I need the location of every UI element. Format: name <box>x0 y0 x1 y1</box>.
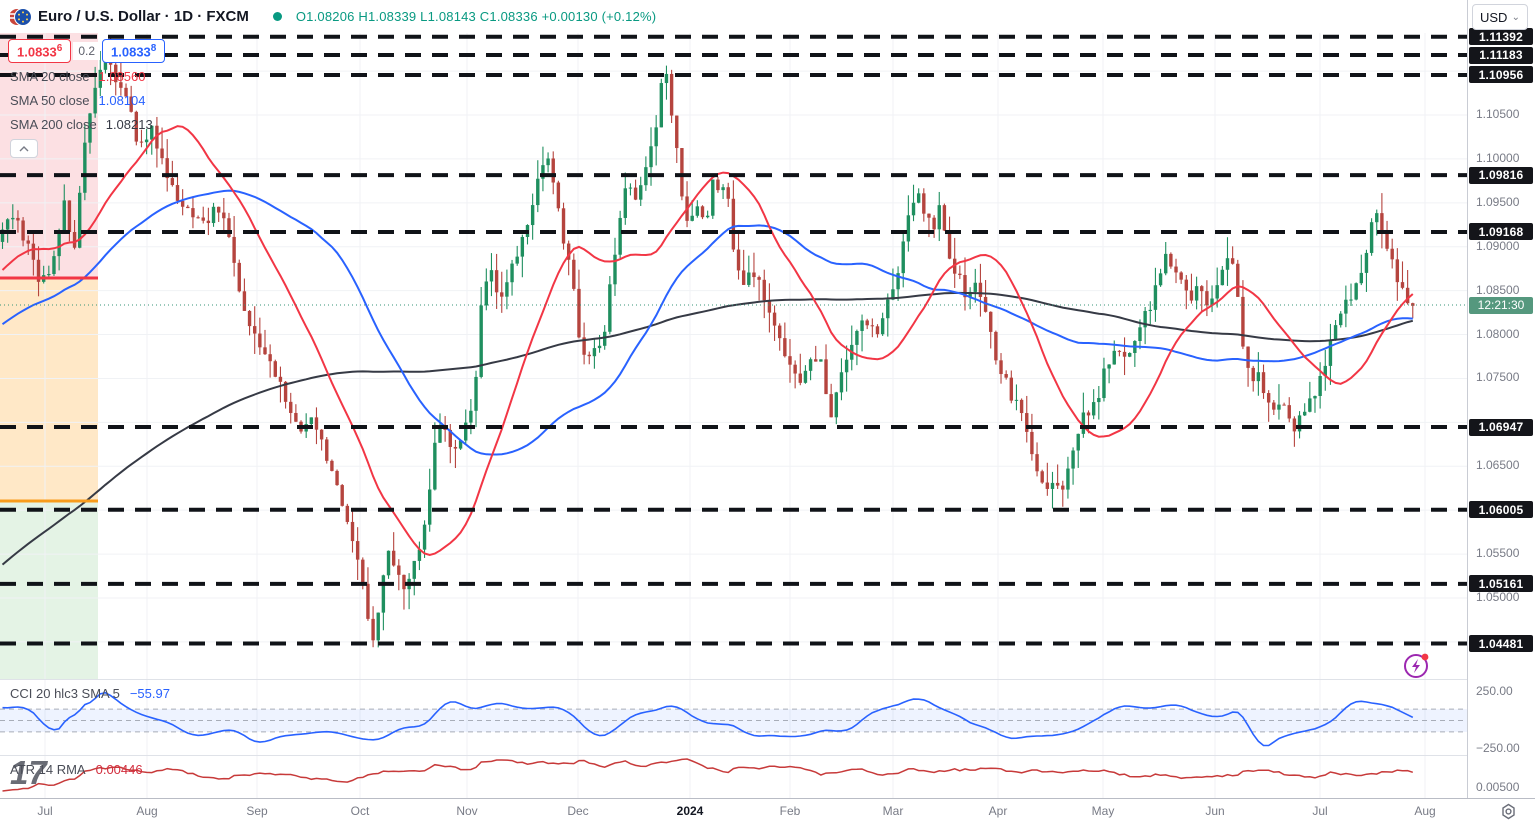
currency-dropdown-value: USD <box>1480 9 1508 25</box>
chart-header: Euro / U.S. Dollar · 1D · FXCM O1.08206 … <box>0 0 1467 33</box>
time-axis-label[interactable]: Aug <box>136 804 158 818</box>
price-axis-label: 1.10000 <box>1476 150 1520 165</box>
symbol-flag-icon <box>10 7 31 26</box>
sma-50-line[interactable] <box>1 189 1413 456</box>
price-axis-label: 1.06500 <box>1476 458 1520 473</box>
time-axis-label[interactable]: Jun <box>1205 804 1225 818</box>
pivot-zone-2 <box>0 500 98 680</box>
price-level-badge: 1.06947 <box>1469 418 1533 436</box>
sma200-label: SMA 200 close <box>10 116 97 132</box>
price-axis-label: 1.05000 <box>1476 589 1520 604</box>
time-axis-label[interactable]: Dec <box>567 804 589 818</box>
pivot-zone-1 <box>0 277 98 501</box>
price-level-badge: 1.09816 <box>1469 166 1533 184</box>
price-axis-label: 1.07500 <box>1476 370 1520 385</box>
price-axis-label: 1.08000 <box>1476 326 1520 341</box>
legend-row-sma20[interactable]: SMA 20 close 1.08560 <box>10 64 153 88</box>
pane-separator-cci[interactable] <box>0 679 1535 680</box>
time-axis-label[interactable]: Oct <box>350 804 370 818</box>
price-axis[interactable]: USD ⌄ 12:21:30 1.10500 1.10000 1.09500 1.09… <box>1467 0 1535 798</box>
market-status-dot <box>272 12 282 21</box>
atr-line[interactable] <box>2 758 1414 792</box>
price-level-badge: 1.06005 <box>1469 501 1533 519</box>
ma-legend: SMA 20 close 1.08560 SMA 50 close 1.0810… <box>10 64 153 136</box>
sma-20-line[interactable] <box>1 125 1414 557</box>
time-axis-label[interactable]: Nov <box>456 804 478 818</box>
svg-text:17: 17 <box>10 754 48 790</box>
time-axis-label[interactable]: Mar <box>882 804 904 818</box>
price-axis-label: 1.09500 <box>1476 194 1520 209</box>
notification-dot <box>1421 653 1429 661</box>
chevron-up-icon <box>19 145 29 151</box>
symbol-title[interactable]: Euro / U.S. Dollar · 1D · FXCM <box>38 8 249 25</box>
time-axis-label[interactable]: 2024 <box>676 804 704 818</box>
flash-alert-icon[interactable] <box>1402 650 1432 680</box>
atr-value: 0.00446 <box>95 762 143 777</box>
pane-separator-atr[interactable] <box>0 755 1535 756</box>
bar-countdown-badge[interactable]: 12:21:30 <box>1469 296 1533 314</box>
legend-row-sma50[interactable]: SMA 50 close 1.08104 <box>10 88 153 112</box>
sma200-value: 1.08213 <box>105 116 153 132</box>
price-level-badge: 1.10956 <box>1469 66 1533 84</box>
candlestick-series <box>0 37 1415 648</box>
spread-value: 0.2 <box>73 42 101 61</box>
time-axis-label[interactable]: Feb <box>779 804 801 818</box>
time-axis[interactable]: Jul Aug Sep Oct Nov Dec 2024 Feb Mar Apr May Jun Jul… <box>0 798 1535 823</box>
legend-row-sma200[interactable]: SMA 200 close 1.08213 <box>10 112 153 136</box>
time-axis-label[interactable]: Apr <box>988 804 1008 818</box>
bid-ask-overlay: 1.08336 0.2 1.08338 <box>8 39 166 64</box>
time-axis-label[interactable]: Aug <box>1414 804 1436 818</box>
cci-label: CCI 20 hlc3 SMA 5 <box>10 686 120 701</box>
sma20-value: 1.08560 <box>98 68 146 84</box>
axis-settings-icon[interactable] <box>1500 803 1517 820</box>
price-axis-label: 1.05500 <box>1476 546 1520 561</box>
price-axis-label: 1.09000 <box>1476 238 1520 253</box>
sma-200-line[interactable] <box>1 291 1414 566</box>
bid-price-badge[interactable]: 1.08336 <box>8 39 72 64</box>
atr-label: ATR 14 RMA <box>10 762 86 777</box>
time-axis-label[interactable]: Jul <box>1312 804 1328 818</box>
price-axis-label: 1.10500 <box>1476 107 1520 122</box>
price-level-badge: 1.11183 <box>1469 46 1533 64</box>
sma20-label: SMA 20 close <box>10 68 90 84</box>
atr-axis-label: 0.00500 <box>1476 780 1520 794</box>
price-level-badge: 1.09168 <box>1469 223 1533 241</box>
cci-legend[interactable]: CCI 20 hlc3 SMA 5 −55.97 <box>10 686 170 701</box>
sma50-label: SMA 50 close <box>10 92 90 108</box>
currency-dropdown[interactable]: USD ⌄ <box>1472 4 1528 30</box>
chevron-down-icon: ⌄ <box>1511 11 1520 23</box>
legend-collapse-button[interactable] <box>10 139 38 158</box>
price-axis-label: 1.08500 <box>1476 282 1520 297</box>
cci-axis-label: 250.00 <box>1476 684 1513 698</box>
time-axis-label[interactable]: Jul <box>37 804 53 818</box>
cci-line[interactable] <box>2 691 1414 747</box>
cci-axis-label: −250.00 <box>1476 741 1520 755</box>
ask-price-badge[interactable]: 1.08338 <box>102 39 166 64</box>
price-level-badge: 1.05161 <box>1469 575 1533 593</box>
ohlc-values: O1.08206 H1.08339 L1.08143 C1.08336 +0.0… <box>295 9 657 24</box>
atr-legend[interactable]: ATR 14 RMA 0.00446 <box>10 762 143 777</box>
sma50-value: 1.08104 <box>98 92 146 108</box>
time-axis-label[interactable]: Sep <box>246 804 268 818</box>
price-level-badge: 1.11392 <box>1469 28 1533 46</box>
tradingview-logo-watermark: 17 <box>8 752 56 790</box>
time-axis-label[interactable]: May <box>1091 804 1115 818</box>
cci-value: −55.97 <box>129 686 170 701</box>
price-level-badge: 1.04481 <box>1469 635 1533 653</box>
